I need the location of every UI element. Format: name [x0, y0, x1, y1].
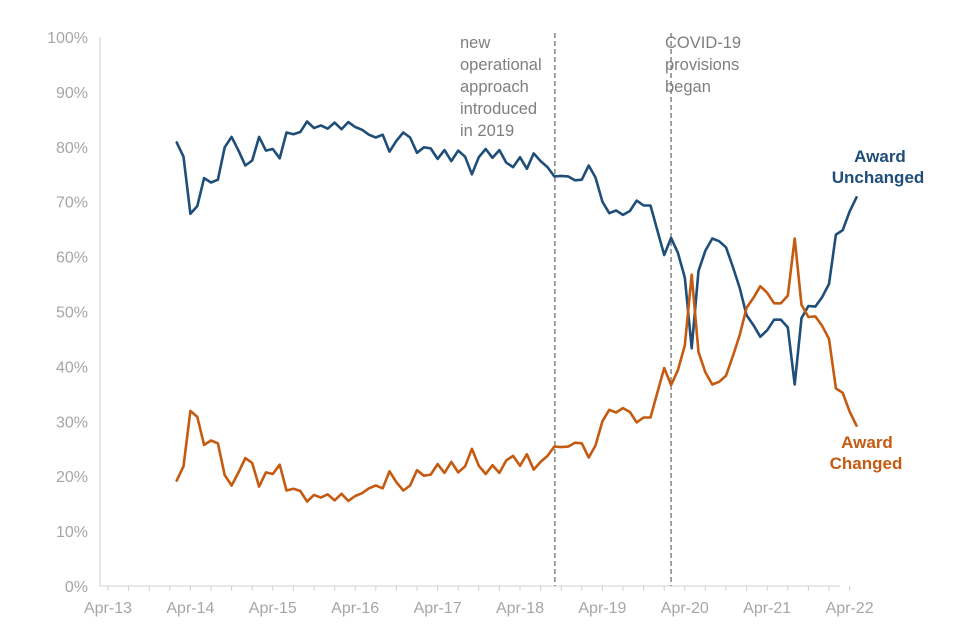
series-line-award-unchanged	[175, 120, 858, 386]
series-label-unchanged-line2: Unchanged	[832, 168, 925, 187]
y-tick-label: 30%	[56, 414, 88, 431]
x-tick-label: Apr-15	[249, 600, 297, 617]
series-label-changed-line1: Award	[841, 433, 893, 452]
x-tick-marks	[107, 586, 851, 591]
reference-line-annotation: COVID-19	[665, 34, 741, 52]
reference-line-annotation: approach	[460, 78, 529, 96]
series-lines	[175, 120, 858, 503]
y-tick-label: 60%	[56, 250, 88, 267]
y-tick-label: 70%	[56, 195, 88, 212]
y-tick-label: 10%	[56, 524, 88, 541]
reference-line-annotation: began	[665, 78, 711, 96]
y-tick-label: 40%	[56, 359, 88, 376]
x-tick-label: Apr-19	[578, 600, 626, 617]
series-label-unchanged-line1: Award	[854, 147, 906, 166]
x-tick-labels: Apr-13 Apr-14 Apr-15 Apr-16 Apr-17 Apr-18 Apr-…	[84, 600, 874, 617]
y-tick-label: 20%	[56, 469, 88, 486]
x-tick-label: Apr-21	[743, 600, 791, 617]
x-tick-label: Apr-17	[414, 600, 462, 617]
reference-line-annotation: in 2019	[460, 122, 514, 140]
y-tick-label: 100%	[47, 30, 88, 47]
y-tick-label: 50%	[56, 305, 88, 322]
series-label-changed: Award Changed	[830, 433, 903, 473]
x-tick-label: Apr-16	[331, 600, 379, 617]
y-tick-label: 90%	[56, 85, 88, 102]
reference-lines: new operational approach introduced in 2019 C…	[460, 33, 741, 586]
y-tick-label: 0%	[65, 579, 88, 596]
reference-line-annotation: operational	[460, 56, 542, 74]
x-tick-label: Apr-13	[84, 600, 132, 617]
x-tick-label: Apr-18	[496, 600, 544, 617]
reference-line-annotation: introduced	[460, 100, 537, 118]
series-label-changed-line2: Changed	[830, 454, 903, 473]
reference-line-annotation: provisions	[665, 56, 739, 74]
x-tick-label: Apr-14	[166, 600, 214, 617]
x-tick-label: Apr-20	[661, 600, 709, 617]
series-line-award-changed	[175, 237, 858, 503]
series-label-unchanged: Award Unchanged	[832, 147, 925, 187]
x-tick-label: Apr-22	[826, 600, 874, 617]
y-tick-label: 80%	[56, 140, 88, 157]
reference-line-annotation: new	[460, 34, 490, 52]
y-tick-labels: 0% 10% 20% 30% 40% 50% 60% 70% 80% 90% 100%	[47, 30, 88, 596]
